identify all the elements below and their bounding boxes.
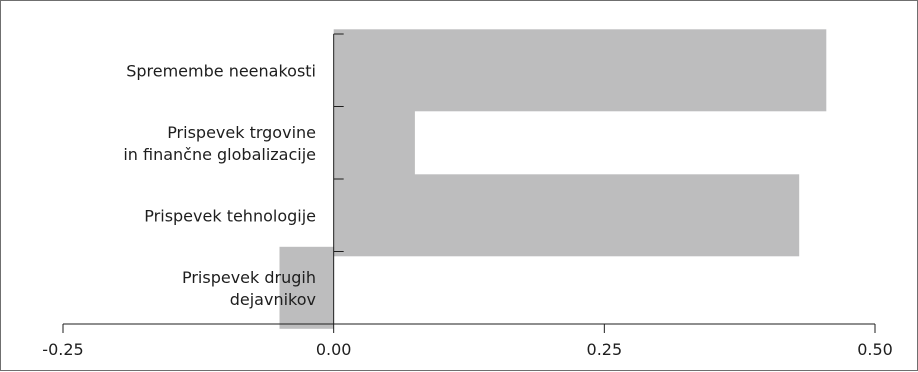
labels-group: -0.25 0.00 0.25 0.50 Spremembe neenakosti Pri… bbox=[42, 61, 893, 359]
bar-3 bbox=[279, 246, 334, 329]
bar-1 bbox=[333, 101, 415, 184]
axes-group bbox=[62, 33, 876, 333]
category-label-3: Prispevek drugih dejavnikov bbox=[182, 268, 316, 309]
category-label-line: Prispevek drugih bbox=[182, 268, 316, 287]
category-label-2: Prispevek tehnologije bbox=[144, 206, 316, 225]
category-label-0: Spremembe neenakosti bbox=[126, 61, 316, 80]
x-tick-label-1: 0.00 bbox=[316, 340, 352, 359]
category-label-line: Prispevek trgovine bbox=[167, 123, 316, 142]
bars-group bbox=[279, 29, 827, 329]
category-label-line: dejavnikov bbox=[230, 290, 316, 309]
category-label-line: Prispevek tehnologije bbox=[144, 206, 316, 225]
x-tick-label-0: -0.25 bbox=[42, 340, 83, 359]
x-tick-label-3: 0.50 bbox=[857, 340, 893, 359]
bar-0 bbox=[333, 29, 827, 112]
category-label-1: Prispevek trgovine in finančne globalizac… bbox=[123, 123, 316, 164]
x-tick-label-2: 0.25 bbox=[587, 340, 623, 359]
category-label-line: Spremembe neenakosti bbox=[126, 61, 316, 80]
category-label-line: in finančne globalizacije bbox=[123, 145, 316, 164]
bar-2 bbox=[333, 174, 800, 257]
